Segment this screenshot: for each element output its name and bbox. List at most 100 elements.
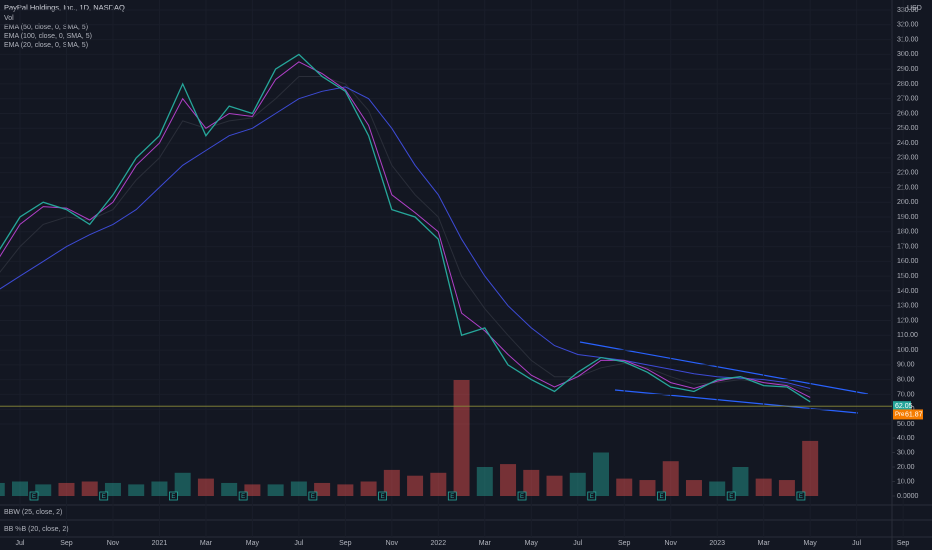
- y-tick-label: 290.00: [897, 66, 919, 73]
- volume-bar: [476, 467, 493, 496]
- y2-tick-label: 30.00: [897, 449, 915, 456]
- x-tick-label: May: [525, 540, 539, 547]
- volume-bar: [0, 482, 5, 496]
- ema-line: [0, 76, 811, 392]
- y-tick-label: 250.00: [897, 125, 919, 132]
- y-tick-label: 320.00: [897, 22, 919, 29]
- earnings-marker: [169, 491, 178, 501]
- y-tick-label: 70.00: [897, 391, 915, 398]
- pane-title: BB %B (20, close, 2): [4, 526, 69, 533]
- premarket-tag-text: Pre: [895, 412, 905, 418]
- earnings-label: E: [729, 494, 733, 500]
- y-tick-label: 220.00: [897, 169, 919, 176]
- volume-bar: [732, 467, 749, 496]
- y-tick-label: 100.00: [897, 347, 919, 354]
- y-tick-label: 300.00: [897, 51, 919, 58]
- volume-bar: [174, 472, 191, 496]
- y2-tick-label: 10.00: [897, 478, 915, 485]
- chart-title: PayPal Holdings, Inc., 1D, NASDAQ: [4, 3, 125, 12]
- y2-tick-label: 0.0000: [897, 493, 919, 500]
- volume-bar: [546, 475, 563, 496]
- volume-bar: [709, 481, 726, 496]
- volume-bar: [569, 472, 586, 496]
- x-tick-label: 2021: [152, 540, 168, 547]
- legend-entry: EMA (100, close, 0, SMA, 5): [4, 33, 92, 40]
- x-tick-label: Jul: [16, 540, 25, 547]
- volume-bar: [593, 452, 609, 496]
- legend-entry: EMA (20, close, 0, SMA, 5): [4, 42, 88, 49]
- y-tick-label: 190.00: [897, 214, 919, 221]
- earnings-label: E: [311, 494, 315, 500]
- earnings-marker: [29, 491, 39, 501]
- x-tick-label: Nov: [386, 540, 399, 547]
- earnings-label: E: [171, 494, 175, 500]
- earnings-label: E: [659, 494, 663, 500]
- x-tick-label: Sep: [897, 540, 910, 547]
- premarket-tag: [893, 409, 923, 420]
- earnings-marker: [447, 491, 457, 501]
- x-tick-label: Sep: [60, 540, 73, 547]
- last-price-label: 62.05: [895, 403, 913, 410]
- x-tick-label: Jul: [573, 540, 582, 547]
- earnings-label: E: [32, 494, 36, 500]
- earnings-marker: [99, 491, 109, 501]
- earnings-label: E: [241, 494, 245, 500]
- y-tick-label: 280.00: [897, 81, 919, 88]
- y-tick-label: 130.00: [897, 303, 919, 310]
- earnings-marker: [726, 491, 736, 501]
- volume-bar: [755, 478, 772, 496]
- x-tick-label: 2023: [709, 540, 725, 547]
- volume-bar: [802, 440, 819, 496]
- volume-bar: [639, 480, 656, 496]
- earnings-label: E: [102, 494, 106, 500]
- y-tick-label: 80.00: [897, 376, 915, 383]
- x-tick-label: Sep: [339, 540, 352, 547]
- volume-bar: [337, 484, 354, 496]
- earnings-marker: [657, 491, 666, 501]
- volume-bar: [151, 481, 168, 496]
- x-tick-label: May: [804, 540, 818, 547]
- x-tick-label: Mar: [758, 540, 771, 547]
- x-tick-label: Jul: [294, 540, 303, 547]
- x-tick-label: Nov: [107, 540, 120, 547]
- volume-bar: [267, 484, 284, 496]
- volume-bar: [662, 461, 679, 496]
- volume-bar: [778, 480, 795, 496]
- x-tick-label: May: [246, 540, 260, 547]
- volume-bar: [12, 481, 28, 496]
- currency: USD: [907, 5, 922, 12]
- volume-bar: [523, 469, 540, 496]
- volume-bar: [360, 481, 377, 496]
- volume-bar: [407, 475, 424, 496]
- y-tick-label: 50.00: [897, 421, 915, 428]
- earnings-label: E: [381, 494, 385, 500]
- y-tick-label: 120.00: [897, 317, 919, 324]
- x-tick-label: Sep: [618, 540, 631, 547]
- ema-line: [0, 86, 811, 389]
- y-tick-label: 210.00: [897, 184, 919, 191]
- volume-bar: [81, 481, 98, 496]
- y-tick-label: 200.00: [897, 199, 919, 206]
- x-tick-label: Jul: [852, 540, 861, 547]
- last-price-tag: [893, 401, 911, 412]
- volume-bar: [35, 484, 52, 496]
- y-tick-label: 160.00: [897, 258, 919, 265]
- y-tick-label: 150.00: [897, 273, 919, 280]
- volume-bar: [685, 480, 702, 496]
- x-tick-label: Nov: [664, 540, 677, 547]
- earnings-marker: [378, 491, 388, 501]
- volume-bar: [104, 482, 121, 496]
- y2-tick-label: 40.00: [897, 435, 915, 442]
- y-tick-label: 260.00: [897, 110, 919, 117]
- volume-bar: [128, 484, 145, 496]
- earnings-marker: [238, 491, 248, 501]
- earnings-label: E: [799, 494, 803, 500]
- volume-bar: [430, 472, 447, 496]
- earnings-label: E: [520, 494, 524, 500]
- volume-bar: [453, 380, 470, 496]
- y2-tick-label: 20.00: [897, 464, 915, 471]
- premarket-label: 61.87: [905, 411, 923, 418]
